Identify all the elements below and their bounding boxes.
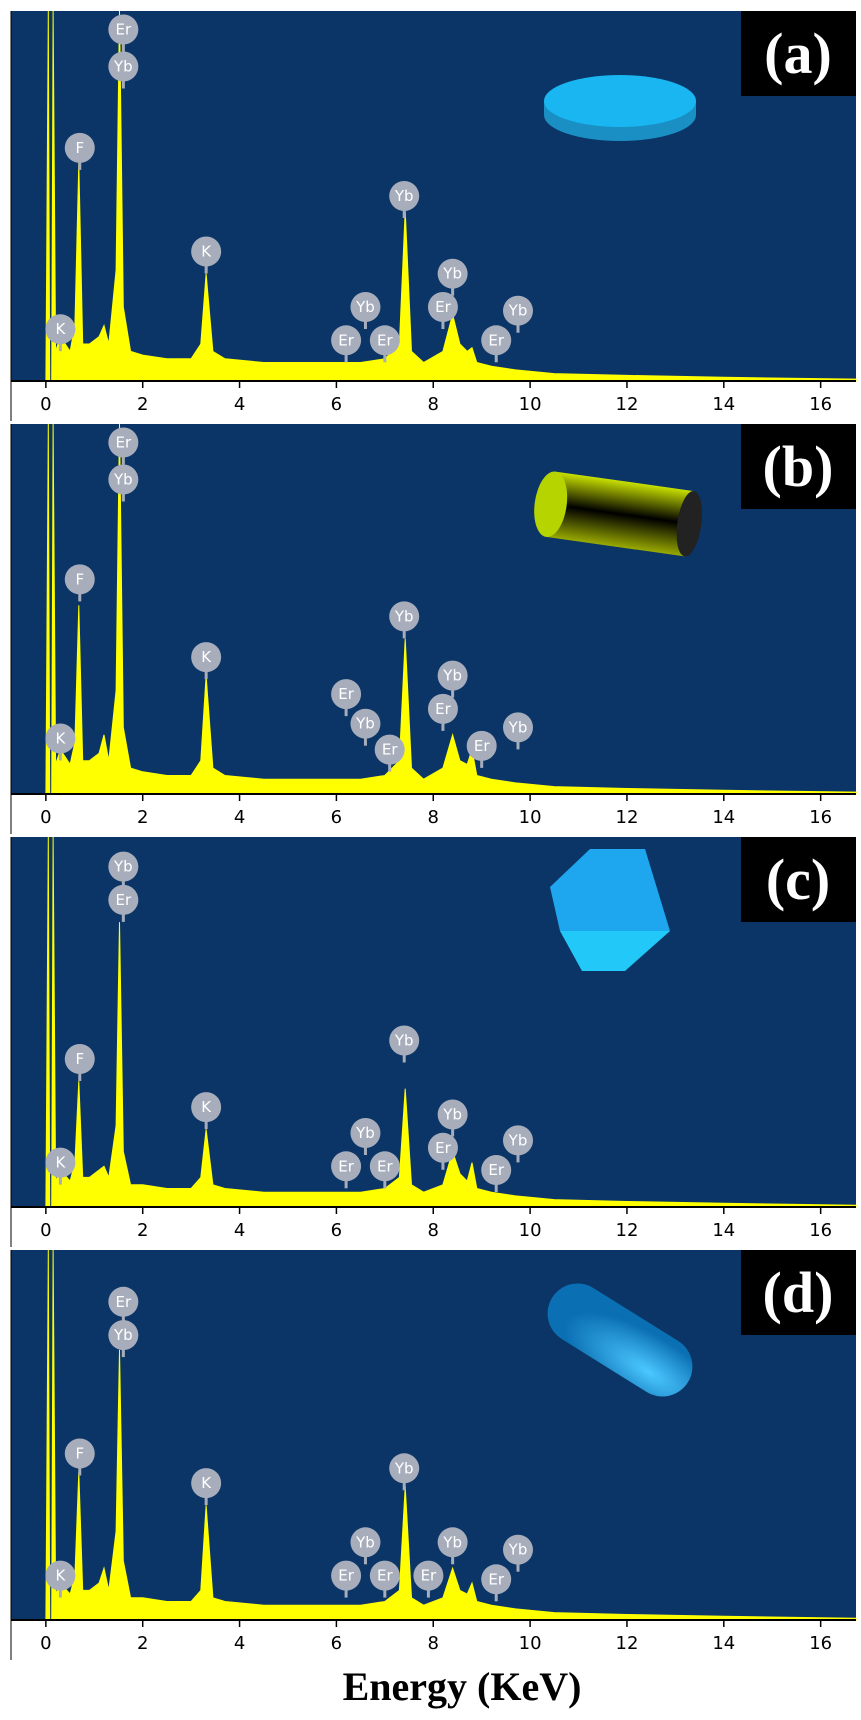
annotation-label: Yb xyxy=(355,1124,375,1142)
x-tick-label: 4 xyxy=(234,807,245,828)
panel-label: (d) xyxy=(763,1260,834,1325)
annotation-label: Er xyxy=(338,331,354,349)
x-tick-label: 8 xyxy=(428,394,439,415)
annotation-label: Er xyxy=(421,1567,437,1585)
annotation-label: Yb xyxy=(394,607,414,625)
annotation-label: Yb xyxy=(442,667,462,685)
annotation-label: Yb xyxy=(355,298,375,316)
annotation-label: Yb xyxy=(113,1326,133,1344)
annotation-label: Er xyxy=(338,1157,354,1175)
annotation-label: F xyxy=(75,1050,84,1068)
annotation-label: Er xyxy=(488,1570,504,1588)
annotation-label: Er xyxy=(488,331,504,349)
x-tick-label: 0 xyxy=(40,1633,51,1654)
annotation-label: Er xyxy=(474,737,490,755)
annotation-label: K xyxy=(55,1154,66,1172)
annotation-label: F xyxy=(75,139,84,157)
x-tick-label: 8 xyxy=(428,1633,439,1654)
annotation-label: Yb xyxy=(508,302,528,320)
x-tick-label: 8 xyxy=(428,807,439,828)
annotation-label: Yb xyxy=(113,58,133,76)
x-tick-label: 12 xyxy=(616,1220,639,1241)
annotation-label: Er xyxy=(488,1161,504,1179)
annotation-label: Yb xyxy=(394,187,414,205)
x-tick-label: 2 xyxy=(137,807,148,828)
x-tick-label: 12 xyxy=(616,1633,639,1654)
icon xyxy=(544,75,696,127)
annotation-label: Er xyxy=(116,1293,132,1311)
x-tick-label: 2 xyxy=(137,394,148,415)
annotation-label: Yb xyxy=(508,718,528,736)
x-tick-label: 8 xyxy=(428,1220,439,1241)
panel-label: (a) xyxy=(764,21,832,86)
x-tick-label: 6 xyxy=(331,1633,342,1654)
annotation-label: Yb xyxy=(394,1459,414,1477)
x-tick-label: 14 xyxy=(712,394,735,415)
annotation-label: Yb xyxy=(355,715,375,733)
annotation-label: Er xyxy=(435,298,451,316)
annotation-label: Yb xyxy=(394,1032,414,1050)
x-tick-label: 4 xyxy=(234,1633,245,1654)
annotation-label: Yb xyxy=(442,1106,462,1124)
annotation-label: F xyxy=(75,570,84,588)
annotation-label: Er xyxy=(338,1567,354,1585)
x-tick-label: 16 xyxy=(809,1220,832,1241)
annotation-label: Er xyxy=(382,741,398,759)
annotation-label: Yb xyxy=(355,1533,375,1551)
x-tick-label: 10 xyxy=(519,1220,542,1241)
x-tick-label: 10 xyxy=(519,807,542,828)
annotation-label: Yb xyxy=(442,1533,462,1551)
annotation-label: Er xyxy=(338,685,354,703)
x-tick-label: 14 xyxy=(712,1220,735,1241)
x-axis-title: Energy (KeV) xyxy=(343,1664,582,1709)
panel: (a)ErYbFKKYbErYbErErYbErYb0246810121416 xyxy=(11,11,856,421)
annotation-label: K xyxy=(201,1474,212,1492)
x-tick-label: 0 xyxy=(40,807,51,828)
x-tick-label: 10 xyxy=(519,394,542,415)
x-tick-label: 0 xyxy=(40,394,51,415)
x-tick-label: 6 xyxy=(331,1220,342,1241)
x-tick-label: 12 xyxy=(616,807,639,828)
x-tick-label: 16 xyxy=(809,807,832,828)
annotation-label: K xyxy=(55,320,66,338)
x-tick-label: 0 xyxy=(40,1220,51,1241)
annotation-label: Er xyxy=(116,21,132,39)
annotation-label: Yb xyxy=(113,858,133,876)
x-tick-label: 2 xyxy=(137,1220,148,1241)
annotation-label: K xyxy=(201,648,212,666)
annotation-label: Yb xyxy=(508,1541,528,1559)
annotation-label: Yb xyxy=(508,1131,528,1149)
x-tick-label: 2 xyxy=(137,1633,148,1654)
annotation-label: Er xyxy=(377,1157,393,1175)
annotation-label: Yb xyxy=(442,265,462,283)
x-tick-label: 12 xyxy=(616,394,639,415)
x-tick-label: 16 xyxy=(809,1633,832,1654)
annotation-label: Er xyxy=(435,1139,451,1157)
panel-label: (b) xyxy=(763,434,834,499)
annotation-label: Er xyxy=(116,434,132,452)
annotation-label: K xyxy=(201,1098,212,1116)
annotation-label: F xyxy=(75,1445,84,1463)
annotation-label: K xyxy=(55,730,66,748)
x-tick-label: 6 xyxy=(331,807,342,828)
annotation-label: Er xyxy=(377,331,393,349)
x-tick-label: 10 xyxy=(519,1633,542,1654)
annotation-label: Er xyxy=(435,700,451,718)
x-tick-label: 16 xyxy=(809,394,832,415)
panel-label: (c) xyxy=(766,847,830,912)
x-tick-label: 6 xyxy=(331,394,342,415)
annotation-label: K xyxy=(201,243,212,261)
annotation-label: Yb xyxy=(113,471,133,489)
x-tick-label: 14 xyxy=(712,1633,735,1654)
x-tick-label: 4 xyxy=(234,1220,245,1241)
annotation-label: Er xyxy=(377,1567,393,1585)
annotation-label: K xyxy=(55,1567,66,1585)
x-tick-label: 14 xyxy=(712,807,735,828)
figure: (a)ErYbFKKYbErYbErErYbErYb0246810121416(… xyxy=(0,0,861,1720)
annotation-label: Er xyxy=(116,891,132,909)
x-tick-label: 4 xyxy=(234,394,245,415)
